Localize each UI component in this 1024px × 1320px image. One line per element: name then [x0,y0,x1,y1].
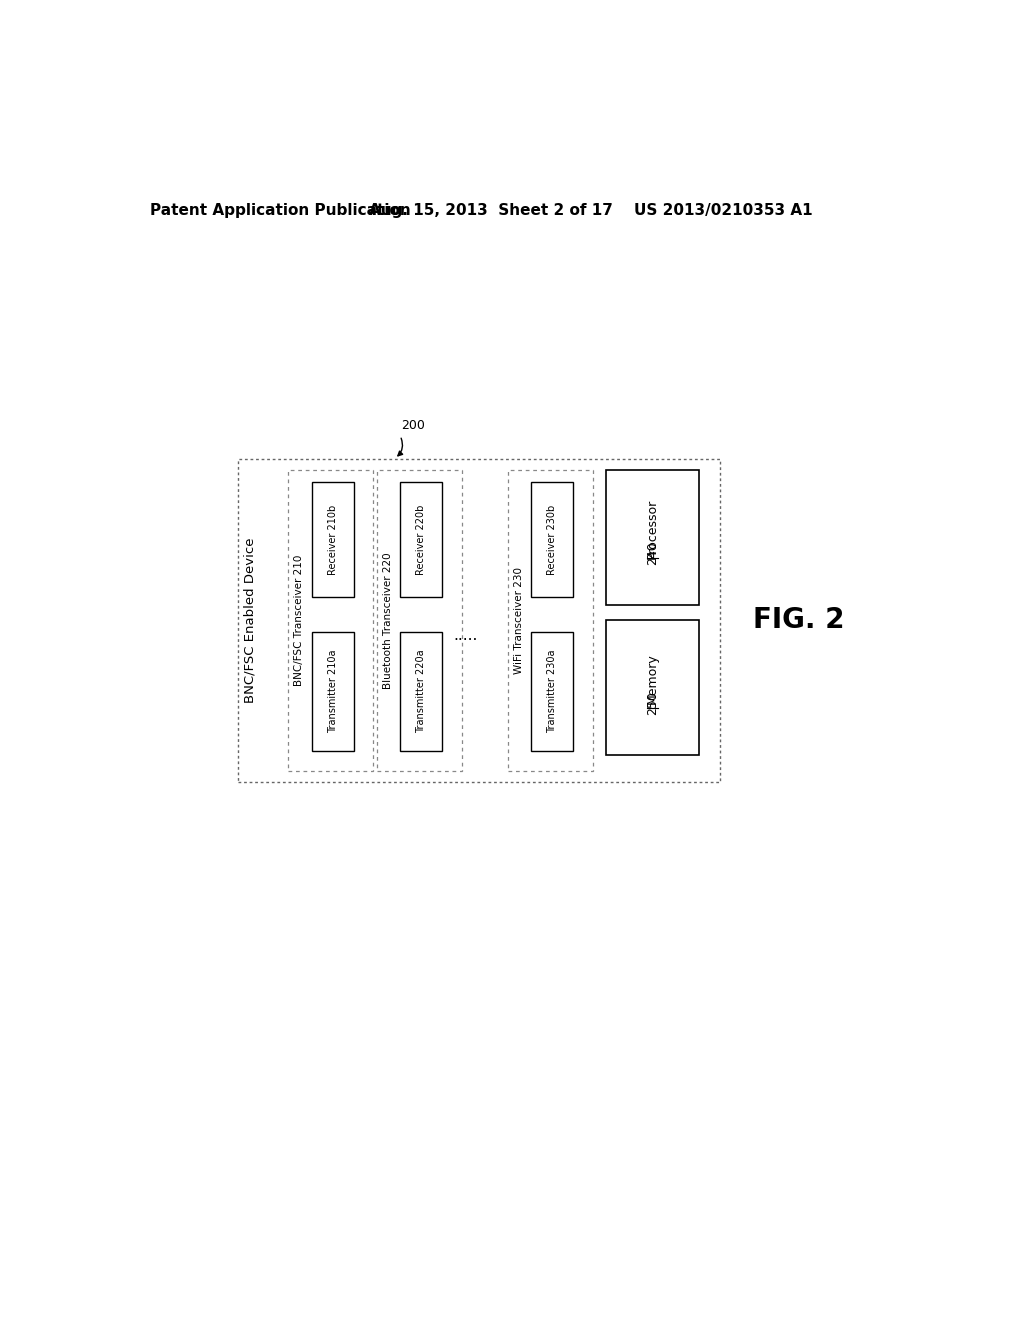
Text: 250: 250 [646,692,659,715]
Text: FIG. 2: FIG. 2 [754,606,845,635]
Bar [311,632,354,751]
Text: US 2013/0210353 A1: US 2013/0210353 A1 [634,203,813,218]
Text: Processor: Processor [646,498,659,558]
Text: Receiver 220b: Receiver 220b [416,504,426,574]
Bar [400,632,442,751]
Bar [531,632,573,751]
Text: WiFi Transceiver 230: WiFi Transceiver 230 [514,566,523,675]
Text: 240: 240 [646,541,659,565]
Text: Transmitter 210a: Transmitter 210a [328,649,338,734]
Text: Patent Application Publication: Patent Application Publication [151,203,411,218]
Bar [377,470,462,771]
Text: Aug. 15, 2013  Sheet 2 of 17: Aug. 15, 2013 Sheet 2 of 17 [369,203,612,218]
Text: Transmitter 220a: Transmitter 220a [416,649,426,734]
Text: Memory: Memory [646,653,659,704]
Text: 200: 200 [401,418,426,432]
Bar [239,459,720,781]
Bar [606,470,698,605]
Bar [289,470,373,771]
Text: Transmitter 230a: Transmitter 230a [547,649,557,734]
Bar [400,482,442,598]
Text: Receiver 230b: Receiver 230b [547,504,557,574]
Bar [531,482,573,598]
Bar [606,620,698,755]
Text: Bluetooth Transceiver 220: Bluetooth Transceiver 220 [383,552,393,689]
Text: BNC/FSC Transceiver 210: BNC/FSC Transceiver 210 [294,554,304,686]
Bar [508,470,593,771]
Bar [311,482,354,598]
Text: Receiver 210b: Receiver 210b [328,504,338,574]
Text: .....: ..... [454,628,478,643]
Text: BNC/FSC Enabled Device: BNC/FSC Enabled Device [244,537,256,704]
